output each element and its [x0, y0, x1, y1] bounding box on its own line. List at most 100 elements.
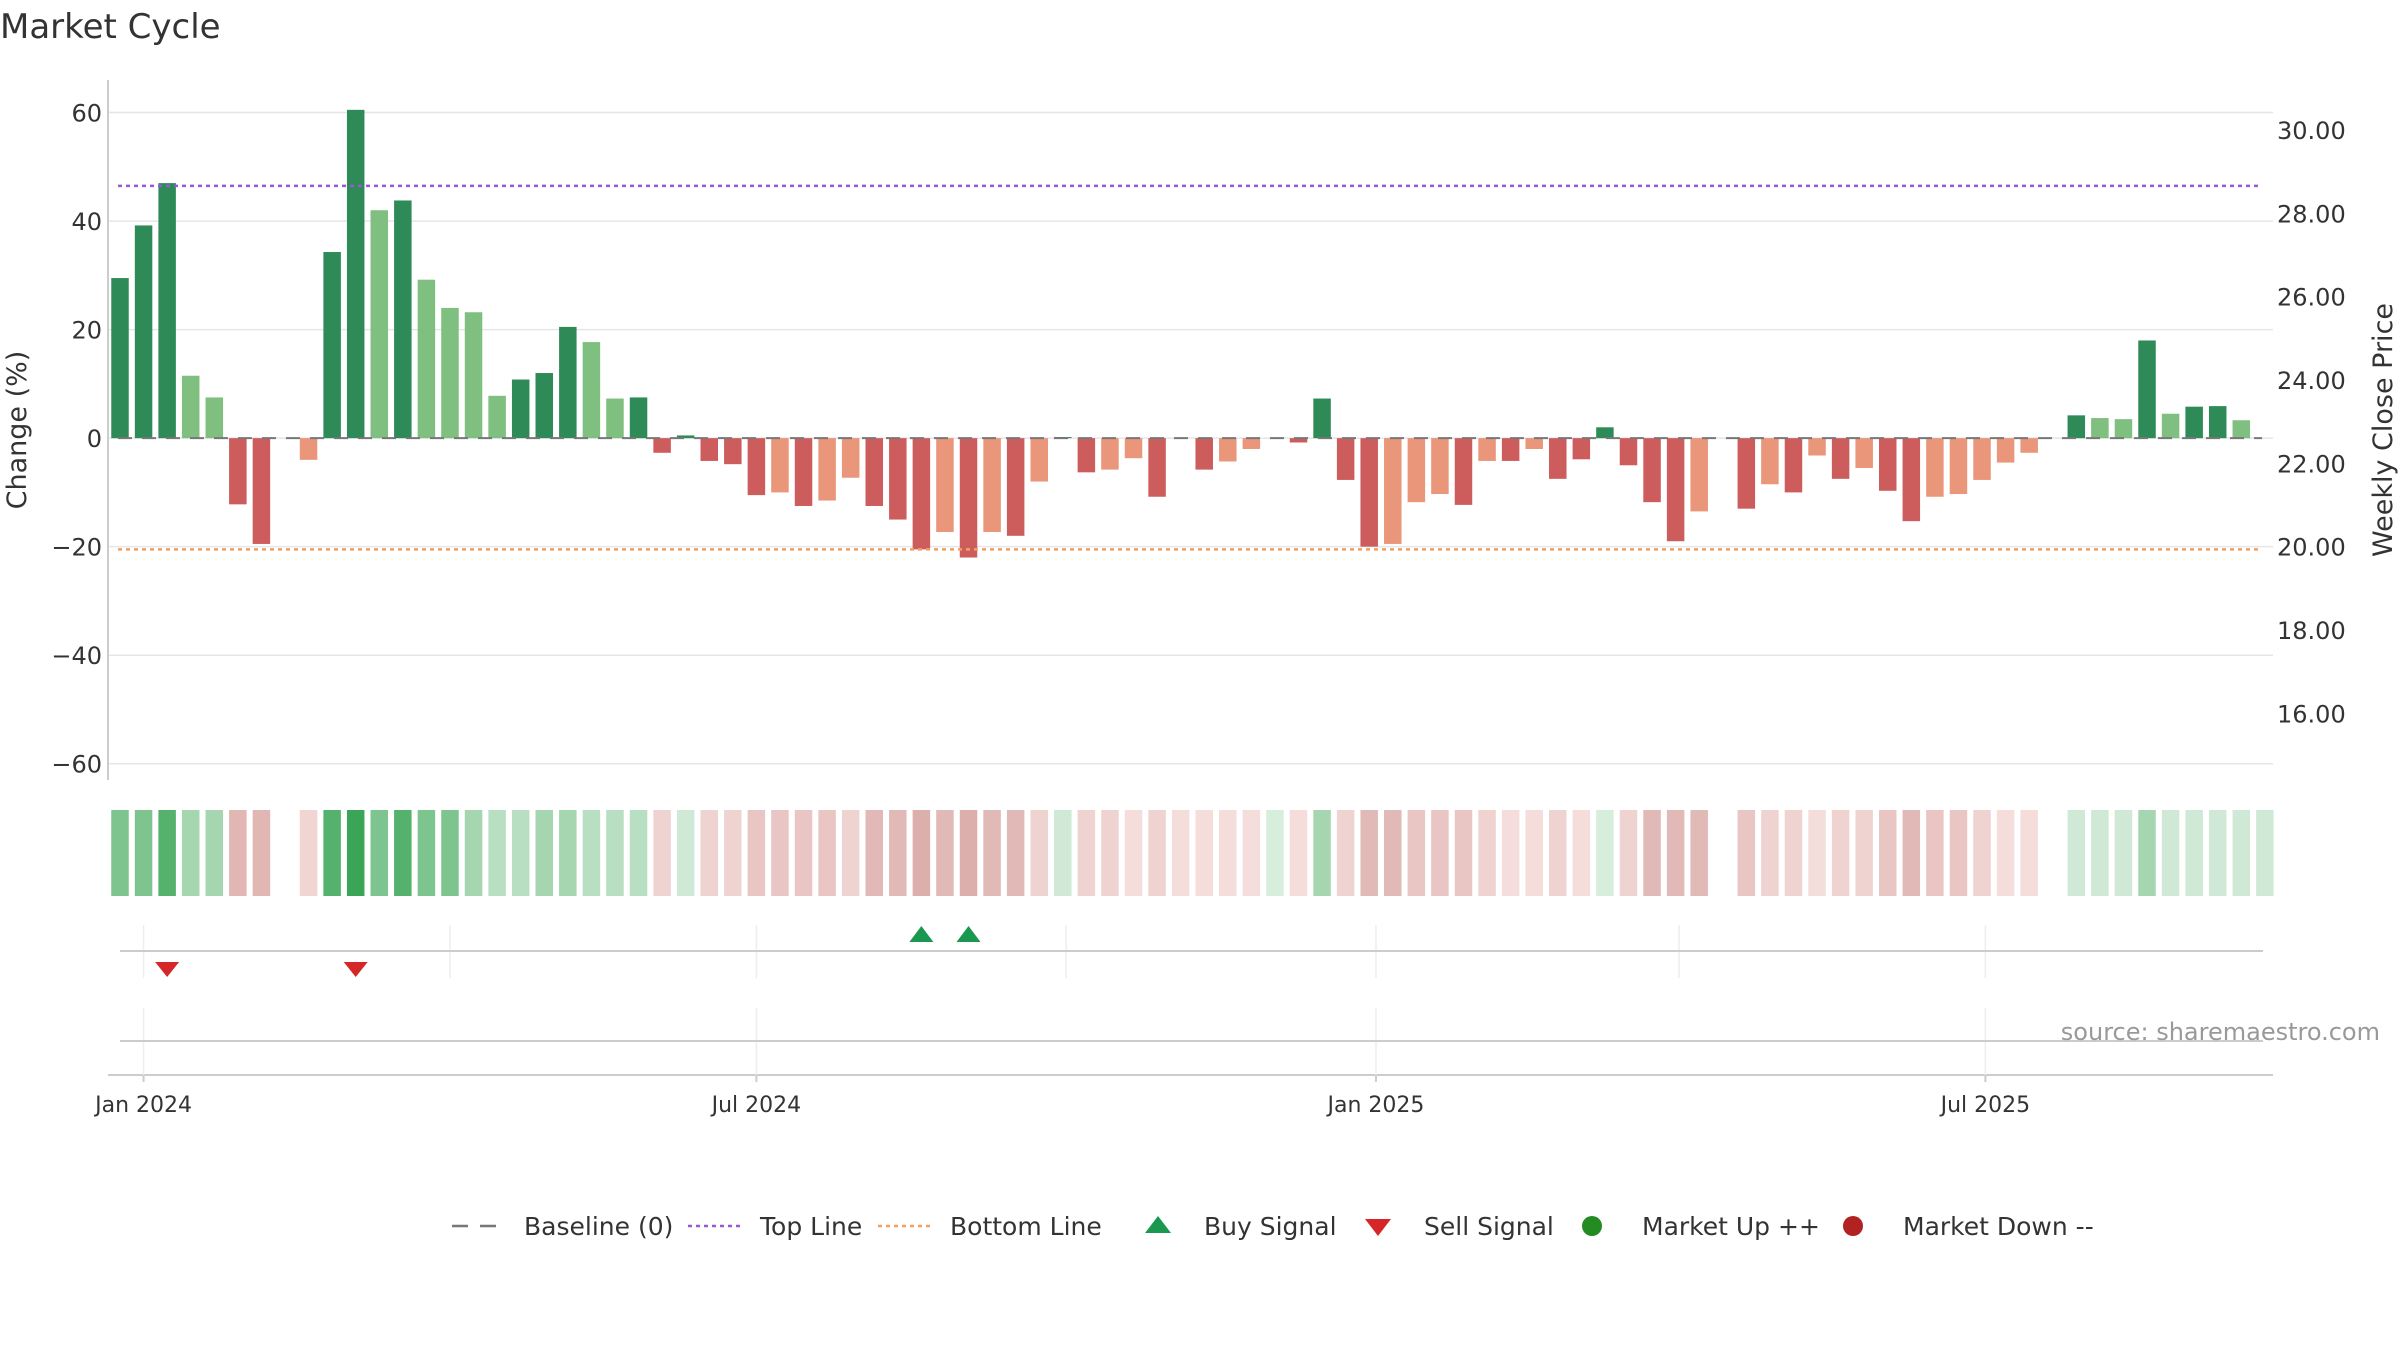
heat-cell [1879, 810, 1897, 896]
heat-cell [1643, 810, 1661, 896]
heat-cell [1360, 810, 1378, 896]
heat-cell [2161, 810, 2180, 896]
legend-label: Market Up ++ [1642, 1212, 1820, 1241]
x-tick-label: Jan 2024 [93, 1093, 192, 1118]
legend-label: Sell Signal [1424, 1212, 1554, 1241]
y-tick-labels: 60 40 20 0 −20 −40 −60 [51, 100, 102, 779]
y2-tick-label: 24.00 [2277, 367, 2346, 395]
bar [1431, 438, 1449, 495]
heat-cell [1171, 810, 1190, 896]
bar [1926, 438, 1944, 497]
heat-cell [1784, 810, 1803, 896]
heat-cell [1737, 810, 1756, 896]
heat-cell [1949, 810, 1968, 896]
heat-cell [370, 810, 389, 896]
heat-cell [1855, 810, 1873, 896]
bar [1737, 438, 1756, 509]
heat-cell [794, 810, 813, 896]
heat-cell [2138, 810, 2156, 896]
legend-label: Baseline (0) [524, 1212, 673, 1241]
heat-cell [535, 810, 554, 896]
heat-cell [959, 810, 978, 896]
heat-cell [2208, 810, 2227, 896]
heat-cell [1077, 810, 1096, 896]
bar [1549, 438, 1567, 479]
bar [1006, 438, 1025, 536]
bar [488, 395, 506, 439]
bar [1407, 438, 1426, 503]
heat-cell [1195, 810, 1213, 896]
bar [1336, 438, 1355, 480]
heat-cell [1501, 810, 1520, 896]
heat-cell [606, 810, 624, 896]
y2-axis-label: Weekly Close Price [2368, 303, 2399, 557]
bar [205, 397, 224, 439]
heat-cell [1478, 810, 1496, 896]
legend-item: Baseline (0) [452, 1212, 673, 1241]
heat-cell [441, 810, 459, 896]
heat-cell [252, 810, 271, 896]
y-tick-label: 0 [87, 425, 102, 453]
bar [841, 438, 860, 478]
bar [889, 438, 907, 520]
bar [606, 398, 624, 439]
heat-cell [1148, 810, 1166, 896]
heat-cell [2256, 810, 2274, 896]
x-tick-label: Jan 2025 [1325, 1093, 1424, 1118]
bar [394, 200, 412, 439]
bar [252, 438, 271, 544]
bar [1619, 438, 1638, 466]
y-tick-label: −40 [51, 642, 102, 670]
y2-tick-label: 16.00 [2277, 700, 2346, 728]
heat-cell [1549, 810, 1567, 896]
heat-cell [889, 810, 907, 896]
bar [1855, 438, 1873, 468]
heat-cell [724, 810, 742, 896]
buy-signal-marker [909, 926, 934, 942]
heat-cell [323, 810, 341, 896]
heat-cell [912, 810, 931, 896]
bar [1879, 438, 1897, 491]
legend-item: Market Down -- [1843, 1212, 2094, 1241]
axes [107, 80, 2273, 1076]
legend-circle-swatch [1843, 1216, 1863, 1236]
heat-cell [1124, 810, 1143, 896]
bar [653, 438, 671, 453]
y2-tick-labels: 30.00 28.00 26.00 24.00 22.00 20.00 18.00 16.00 [2277, 117, 2346, 728]
bar [582, 342, 601, 439]
bar [2114, 419, 2133, 439]
chart-title: Market Cycle [0, 7, 221, 47]
heat-cell [559, 810, 577, 896]
bar [2161, 413, 2180, 439]
bar [747, 438, 766, 496]
heat-cell [1902, 810, 1921, 896]
bar [441, 307, 459, 439]
heat-cell [511, 810, 530, 896]
bar [1289, 438, 1308, 443]
bar [417, 279, 436, 439]
heat-cell [1454, 810, 1473, 896]
bar [559, 326, 577, 439]
bar [1525, 438, 1543, 449]
legend-item: Sell Signal [1365, 1212, 1554, 1241]
heat-cell [1572, 810, 1591, 896]
y2-tick-label: 30.00 [2277, 117, 2346, 145]
heat-cell [205, 810, 224, 896]
bar [158, 183, 176, 439]
y-tick-label: 60 [71, 100, 102, 128]
signals-panel [120, 925, 2263, 978]
heat-cell [276, 810, 294, 896]
bar [464, 312, 483, 439]
bar [1195, 438, 1213, 470]
heat-cell [841, 810, 860, 896]
bar [1077, 438, 1096, 473]
bar [323, 252, 341, 439]
heat-cell [771, 810, 789, 896]
heat-cell [1242, 810, 1261, 896]
bar [1996, 438, 2015, 463]
heat-cell [2067, 810, 2086, 896]
heat-cell [488, 810, 506, 896]
bar [535, 373, 554, 439]
heat-cell [2114, 810, 2133, 896]
bar [959, 438, 978, 558]
